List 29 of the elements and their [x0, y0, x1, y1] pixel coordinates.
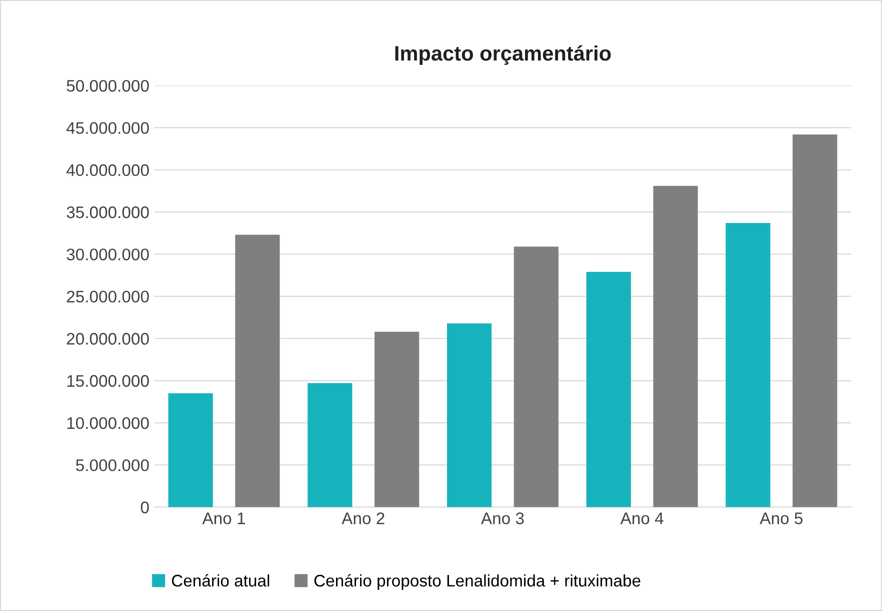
- bar: [586, 272, 631, 508]
- x-tick-label: Ano 3: [481, 512, 524, 524]
- y-tick-label: 25.000.000: [66, 290, 149, 303]
- legend-label: Cenário proposto Lenalidomida + rituximabe: [314, 574, 640, 590]
- x-tick-label: Ano 4: [620, 512, 664, 524]
- y-tick-label: 20.000.000: [66, 332, 149, 345]
- bar: [168, 393, 213, 508]
- y-tick-label: 45.000.000: [66, 122, 149, 134]
- x-tick-label: Ano 2: [342, 512, 384, 524]
- y-tick-label: 50.000.000: [66, 80, 149, 92]
- bar: [447, 323, 492, 508]
- x-tick-label: Ano 5: [760, 512, 803, 524]
- y-tick-label: 10.000.000: [67, 417, 149, 430]
- y-tick-label: 5.000.000: [76, 459, 149, 472]
- x-tick-label: Ano 1: [202, 512, 245, 524]
- bar: [726, 222, 770, 508]
- y-tick-label: 35.000.000: [66, 206, 149, 218]
- y-tick-label: 15.000.000: [67, 375, 149, 387]
- bar: [792, 134, 838, 508]
- bar: [514, 246, 558, 508]
- bar: [374, 332, 420, 508]
- bar: [308, 383, 352, 508]
- legend-label: Cenário atual: [172, 574, 270, 587]
- chart-title: Impacto orçamentário: [395, 45, 611, 65]
- bar: [653, 186, 698, 508]
- y-tick-label: 40.000.000: [66, 164, 149, 176]
- y-tick-label: 30.000.000: [66, 248, 149, 260]
- y-tick-label: 0: [140, 502, 149, 514]
- bar: [235, 234, 280, 508]
